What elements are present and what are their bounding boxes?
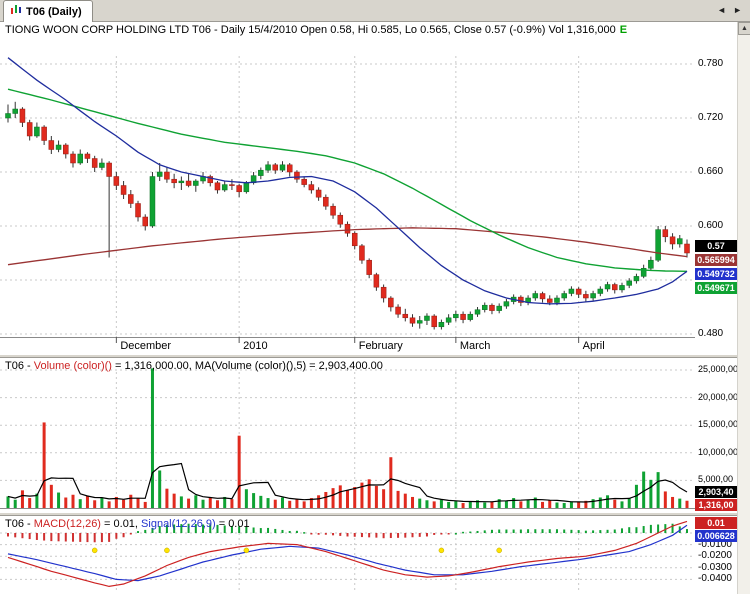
macd-signal-dot bbox=[438, 547, 445, 554]
candles-layer bbox=[5, 101, 690, 330]
x-axis-label: December bbox=[120, 340, 171, 352]
y-axis-label: 0.480 bbox=[698, 328, 724, 339]
volume-y-axis: 25,000,00 20,000,00 15,000,00 10,000,00 5,00… bbox=[695, 358, 739, 512]
signal-value-text: = 0.01 bbox=[215, 518, 250, 530]
x-axis-label: March bbox=[460, 340, 491, 352]
ma-lines-layer bbox=[7, 57, 688, 305]
price-chart-plot[interactable]: December 2010 February March April bbox=[0, 22, 695, 354]
price-badge: 0.549732 bbox=[695, 268, 737, 280]
macd-title-prefix: T06 - bbox=[5, 518, 34, 530]
macd-chart-title: T06 - MACD(12,26) = 0.01, Signal(12,26,9… bbox=[5, 518, 250, 530]
price-y-axis: 0.780 0.720 0.660 0.600 0.480 0.57 0.565994 0.5… bbox=[695, 22, 737, 354]
x-axis-label: February bbox=[359, 340, 404, 352]
signal-indicator-name: Signal(12,26,9) bbox=[141, 518, 216, 530]
macd-badge: 0.006628 bbox=[695, 530, 737, 542]
tab-scroll-right-button[interactable]: ► bbox=[733, 5, 742, 15]
price-badge: 0.57 bbox=[695, 240, 737, 252]
x-axis-label: April bbox=[583, 340, 605, 352]
y-axis-label: 25,000,00 bbox=[698, 364, 739, 374]
tab-label: T06 (Daily) bbox=[26, 5, 82, 18]
macd-signal-dot bbox=[91, 547, 98, 554]
price-badge: 0.549671 bbox=[695, 282, 737, 294]
y-axis-label: 20,000,00 bbox=[698, 391, 739, 402]
price-title-text: TIONG WOON CORP HOLDING LTD T06 - Daily … bbox=[5, 24, 616, 36]
y-axis-label: 10,000,00 bbox=[698, 446, 739, 457]
macd-badge: 0.01 bbox=[695, 517, 737, 529]
volume-badge: 1,316,00 bbox=[695, 499, 737, 511]
y-axis-label: 5,000,00 bbox=[698, 474, 734, 485]
volume-badge: 2,903,40 bbox=[695, 486, 737, 498]
volume-chart-title: T06 - Volume (color)() = 1,316,000.00, M… bbox=[5, 360, 383, 372]
x-axis-label: 2010 bbox=[243, 340, 267, 352]
volume-ma-line bbox=[7, 462, 688, 503]
exchange-flag: E bbox=[619, 24, 628, 36]
volume-indicator-name: Volume (color)() bbox=[33, 360, 112, 372]
macd-value-text: = 0.01, bbox=[100, 518, 142, 530]
y-axis-label: 0.660 bbox=[698, 166, 724, 177]
macd-signal-dot bbox=[164, 547, 170, 554]
tab-scroll-left-button[interactable]: ◄ bbox=[717, 5, 727, 15]
y-axis-label: -0.0200 bbox=[698, 550, 732, 562]
price-chart-title: TIONG WOON CORP HOLDING LTD T06 - Daily … bbox=[5, 24, 627, 36]
macd-histogram-layer bbox=[7, 523, 688, 543]
volume-title-values: = 1,316,000.00, MA(Volume (color)(),5) =… bbox=[111, 360, 383, 372]
volume-title-prefix: T06 - bbox=[5, 360, 34, 372]
tab-scroll-arrows: ◄ ► bbox=[717, 6, 750, 21]
y-axis-label: -0.0400 bbox=[698, 573, 732, 585]
y-axis-label: 0.720 bbox=[698, 112, 724, 123]
macd-panel: T06 - MACD(12,26) = 0.01, Signal(12,26,9… bbox=[0, 516, 737, 594]
macd-y-axis: -0.0100 -0.0200 -0.0300 -0.0400 0.01 0.006628 bbox=[695, 516, 737, 594]
volume-panel: T06 - Volume (color)() = 1,316,000.00, M… bbox=[0, 358, 739, 512]
macd-chart-plot[interactable] bbox=[0, 516, 695, 594]
y-axis-label: 15,000,00 bbox=[698, 419, 739, 430]
macd-indicator-name: MACD(12,26) bbox=[33, 518, 101, 530]
vertical-scrollbar[interactable]: ▲ bbox=[737, 22, 750, 594]
y-axis-label: 0.600 bbox=[698, 220, 724, 231]
volume-bars-layer bbox=[6, 368, 689, 508]
price-panel: December 2010 February March April TIONG WOO… bbox=[0, 22, 737, 354]
panel-splitter-2[interactable] bbox=[0, 512, 737, 516]
volume-chart-plot[interactable] bbox=[0, 358, 695, 512]
scroll-up-button[interactable]: ▲ bbox=[738, 22, 750, 35]
y-axis-label: 0.780 bbox=[698, 58, 724, 69]
price-badge: 0.565994 bbox=[695, 254, 737, 266]
macd-signal-dot bbox=[496, 547, 502, 554]
panel-splitter-1[interactable] bbox=[0, 354, 737, 358]
tab-t06-daily[interactable]: T06 (Daily) bbox=[3, 0, 93, 22]
macd-signal-dot bbox=[243, 547, 250, 554]
tab-bar: T06 (Daily) ◄ ► bbox=[0, 0, 750, 22]
candlestick-chart-icon bbox=[10, 4, 22, 19]
y-axis-label: -0.0300 bbox=[698, 561, 732, 573]
y-axis-label: -0.0100 bbox=[698, 538, 732, 550]
